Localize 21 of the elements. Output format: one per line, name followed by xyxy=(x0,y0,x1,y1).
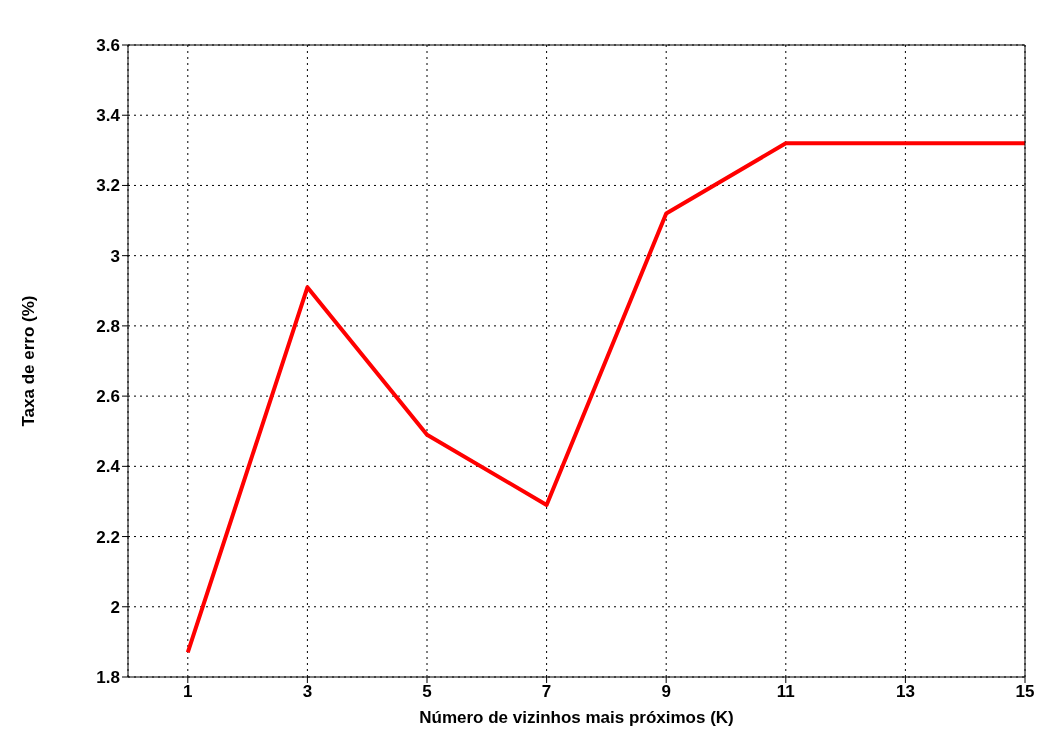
x-tick-label: 13 xyxy=(895,682,915,702)
line-series xyxy=(185,141,1025,655)
y-axis-title: Taxa de erro (%) xyxy=(19,295,39,427)
y-tick-label: 3 xyxy=(110,246,120,266)
x-tick-label: 7 xyxy=(541,682,552,702)
y-tick-label: 2.8 xyxy=(96,316,120,336)
y-tick-label: 2 xyxy=(110,597,120,617)
x-tick-label: 1 xyxy=(183,682,193,702)
y-tick-label: 3.6 xyxy=(96,36,120,56)
x-axis-title: Número de vizinhos mais próximos (K) xyxy=(419,708,734,727)
x-tick-label: 3 xyxy=(302,682,313,702)
y-tick-label: 3.4 xyxy=(96,106,121,126)
x-tick-label: 5 xyxy=(422,682,432,702)
x-tick-label: 15 xyxy=(1015,682,1035,702)
y-tick-label: 3.2 xyxy=(96,176,120,196)
y-tick-label: 2.4 xyxy=(96,457,121,477)
x-tick-label: 9 xyxy=(661,682,671,702)
y-tick-label: 2.6 xyxy=(96,387,120,407)
y-tick-label: 1.8 xyxy=(96,668,120,688)
y-tick-label: 2.2 xyxy=(96,527,120,547)
x-tick-label: 11 xyxy=(776,682,795,702)
